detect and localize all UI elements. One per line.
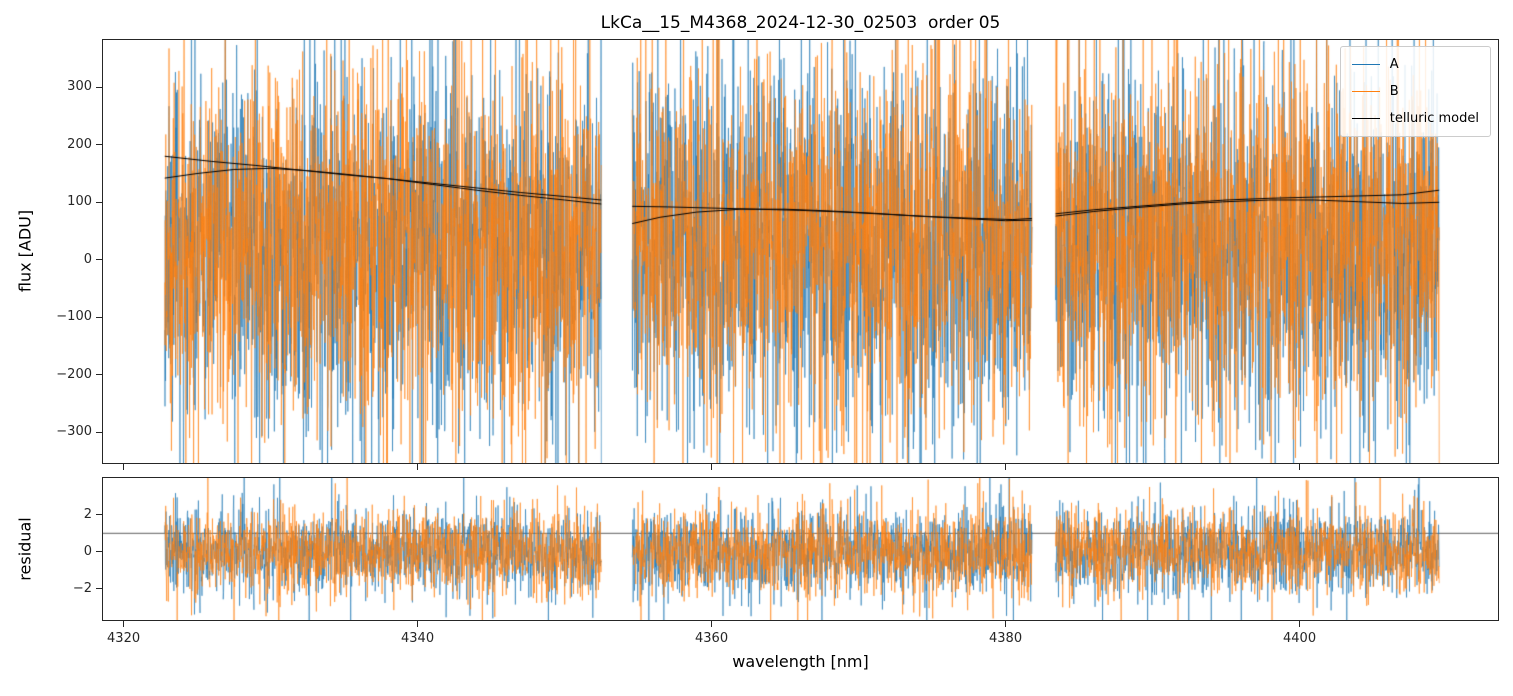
- legend-entry-b: B: [1351, 83, 1479, 100]
- x-tick-mark: [1005, 464, 1007, 470]
- y-tick-mark: [96, 374, 102, 376]
- x-tick-label: 4340: [401, 631, 435, 646]
- legend-entry-a: A: [1351, 56, 1479, 73]
- residual-canvas: [103, 478, 1498, 620]
- y-tick-mark: [96, 551, 102, 553]
- y-tick-mark: [96, 259, 102, 261]
- y-tick-label: −2: [72, 580, 92, 596]
- residual-panel: [102, 477, 1499, 621]
- y-tick-label: −200: [56, 366, 92, 382]
- legend-label: telluric model: [1389, 111, 1479, 126]
- y-tick-label: −300: [56, 424, 92, 440]
- legend-label: B: [1389, 84, 1399, 99]
- y-tick-label: 0: [83, 543, 92, 559]
- x-tick-label: 4400: [1283, 631, 1317, 646]
- y-tick-mark: [96, 588, 102, 590]
- x-axis-label: wavelength [nm]: [732, 652, 869, 671]
- x-tick-mark: [1005, 621, 1007, 627]
- x-tick-mark: [711, 621, 713, 627]
- legend-line-swatch: [1351, 91, 1380, 92]
- y-tick-mark: [96, 144, 102, 146]
- legend-entry-telluric-model: telluric model: [1351, 110, 1479, 127]
- x-tick-mark: [123, 621, 125, 627]
- plot-title: LkCa__15_M4368_2024-12-30_02503 order 05: [600, 13, 1001, 33]
- y-tick-mark: [96, 86, 102, 88]
- x-tick-mark: [1299, 464, 1301, 470]
- x-tick-mark: [123, 464, 125, 470]
- y-tick-mark: [96, 316, 102, 318]
- y-tick-label: 100: [67, 194, 92, 210]
- x-tick-mark: [417, 621, 419, 627]
- y-tick-mark: [96, 201, 102, 203]
- x-tick-label: 4380: [989, 631, 1023, 646]
- y-tick-label: 0: [83, 251, 92, 267]
- x-tick-mark: [711, 464, 713, 470]
- x-tick-mark: [417, 464, 419, 470]
- x-tick-label: 4360: [695, 631, 729, 646]
- legend-label: A: [1389, 57, 1399, 72]
- x-tick-mark: [1299, 621, 1301, 627]
- flux-canvas: [103, 40, 1498, 463]
- y-tick-label: 300: [67, 79, 92, 95]
- y-tick-label: −100: [56, 309, 92, 325]
- y-tick-label: 200: [67, 136, 92, 152]
- x-tick-label: 4320: [107, 631, 141, 646]
- y-tick-mark: [96, 514, 102, 516]
- y-tick-label: 2: [83, 506, 92, 522]
- legend-line-swatch: [1351, 118, 1380, 119]
- legend-line-swatch: [1351, 64, 1380, 65]
- y-tick-mark: [96, 431, 102, 433]
